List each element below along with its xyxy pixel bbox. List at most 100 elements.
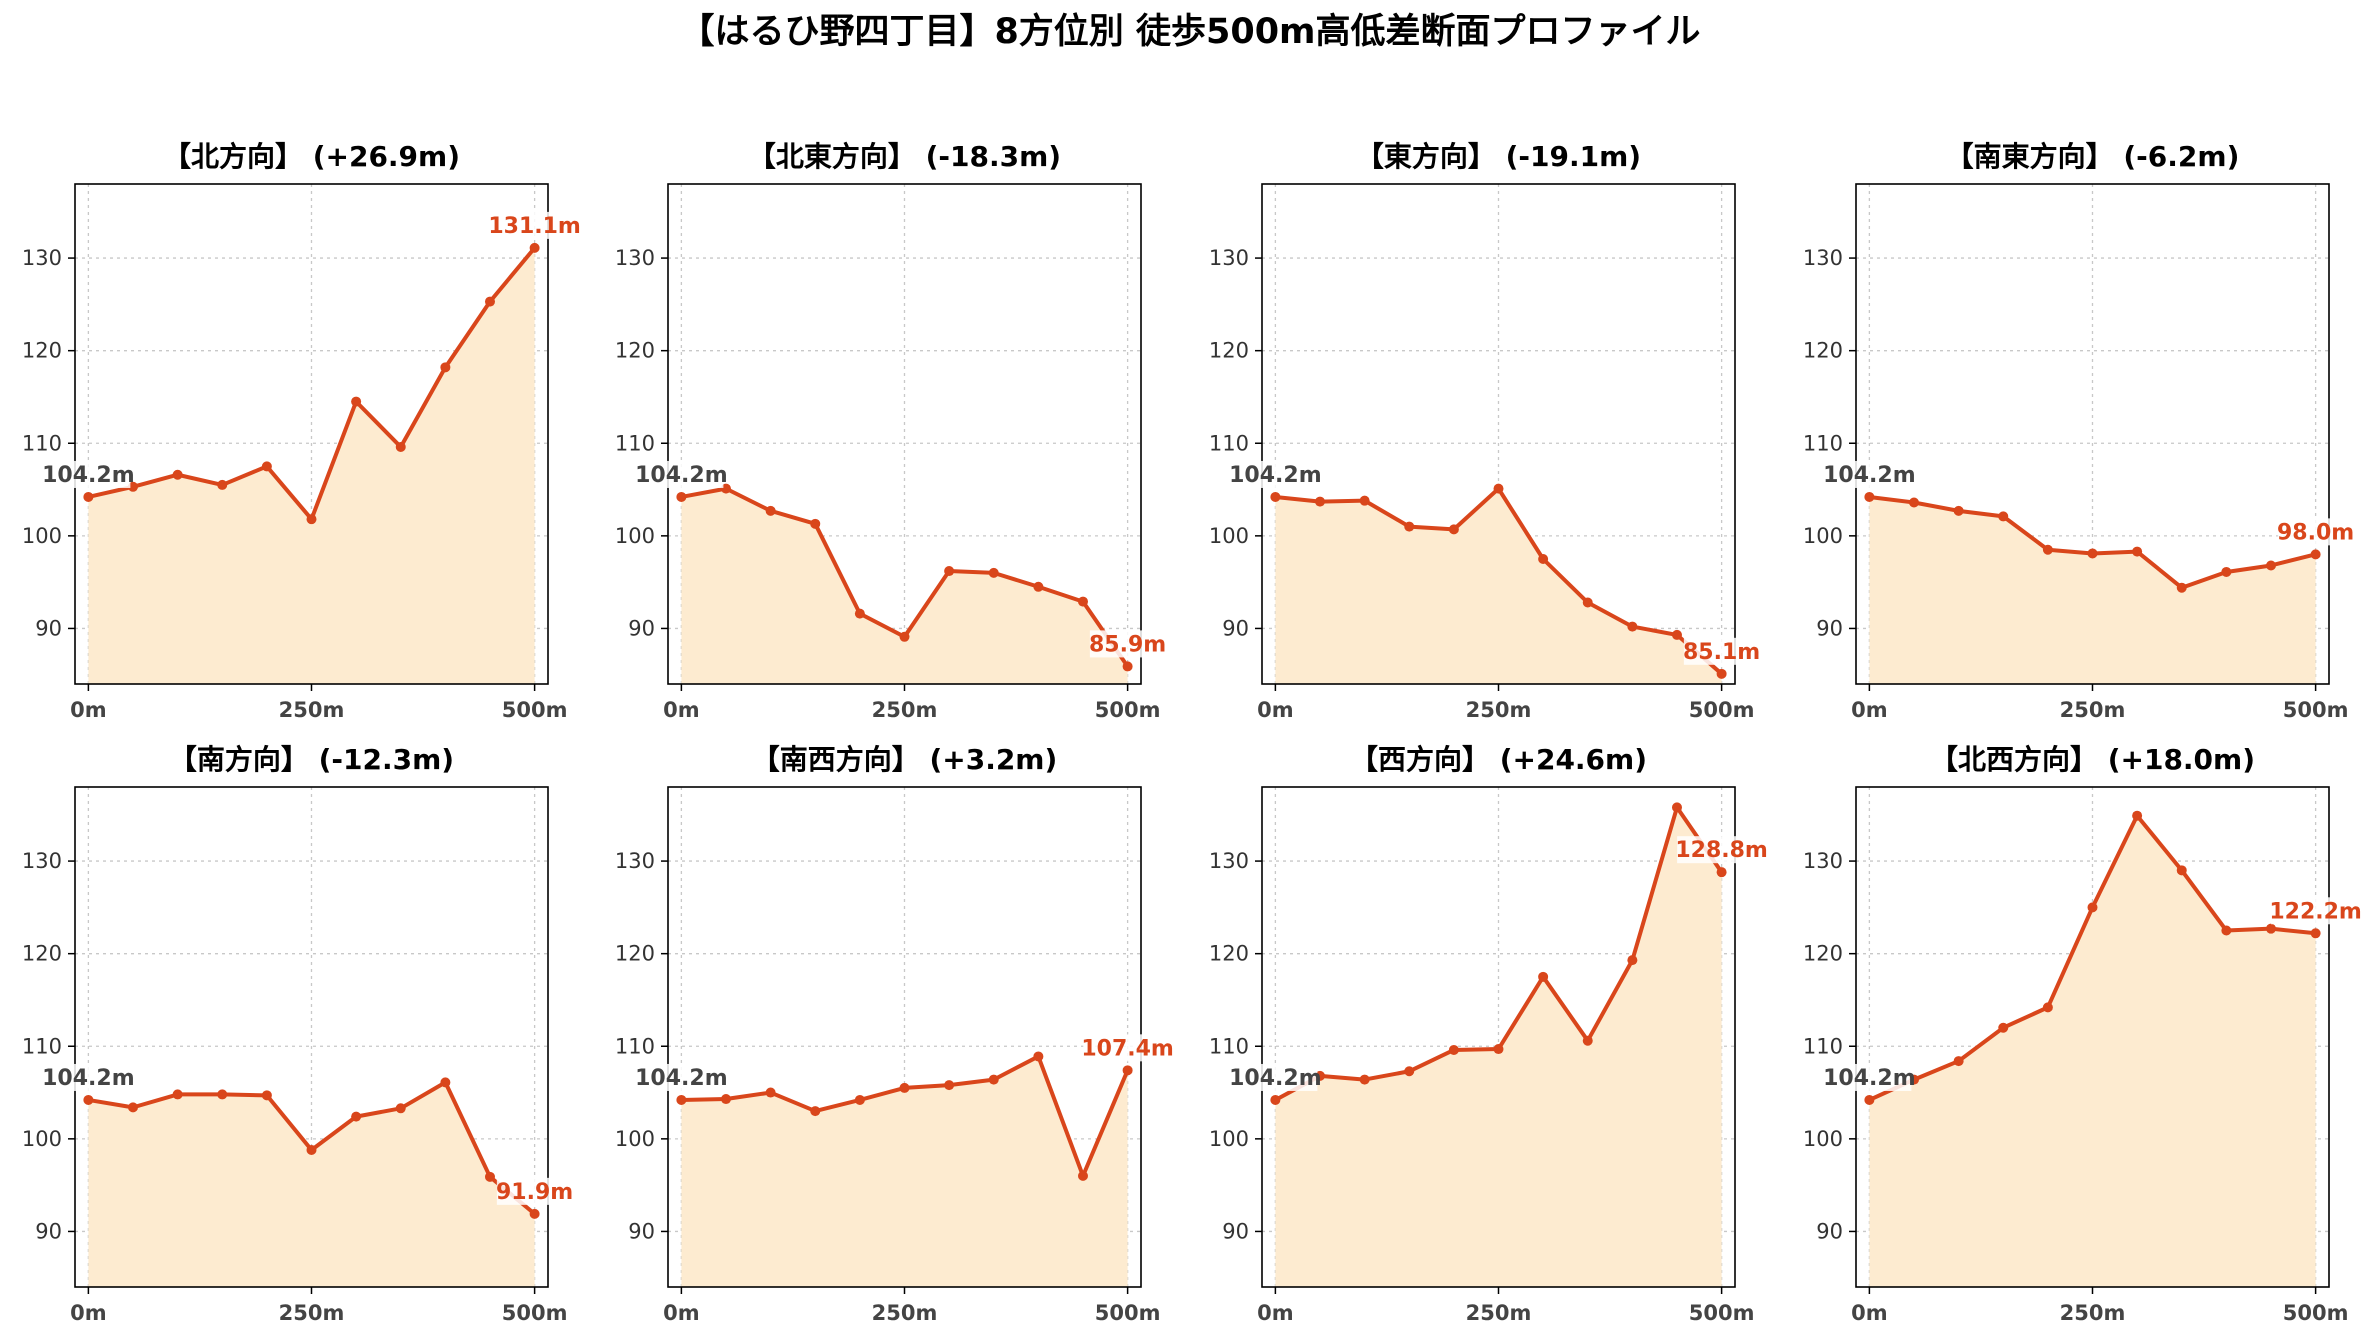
y-tick-label: 130 [1209,849,1249,873]
end-label-box [2271,897,2361,925]
elevation-point [676,491,687,502]
elevation-point [1909,497,1920,508]
panel-title: 【北東方向】 (-18.3m) [748,140,1061,173]
start-label-box [1827,1063,1912,1091]
end-elevation-label: 85.9m [1089,632,1166,657]
elevation-point [2221,925,2232,936]
y-tick-label: 130 [1803,246,1843,270]
start-label-box [1827,460,1912,488]
elevation-point [440,1077,451,1088]
end-elevation-label: 131.1m [488,214,581,239]
elevation-point [2176,865,2187,876]
end-label-box [496,1177,573,1205]
x-tick-label: 250m [1466,1301,1532,1325]
end-elevation-label: 91.9m [496,1180,573,1205]
elevation-point [1315,496,1326,507]
elevation-point [1627,621,1638,632]
panel-title: 【東方向】 (-19.1m) [1356,140,1641,173]
elevation-point [395,441,406,452]
elevation-point [1864,491,1875,502]
elevation-point [2265,560,2276,571]
x-tick-label: 0m [1257,1301,1294,1325]
x-tick-label: 250m [2060,698,2126,722]
start-label-box [46,1063,131,1091]
x-tick-label: 250m [872,1301,938,1325]
y-tick-label: 130 [1803,849,1843,873]
elevation-area [88,1082,535,1287]
y-tick-label: 120 [1209,942,1249,966]
elevation-point [1493,483,1504,494]
elevation-point [2132,810,2143,821]
y-tick-label: 100 [22,524,62,548]
elevation-point [1671,629,1682,640]
y-tick-label: 90 [1816,1219,1843,1243]
elevation-area [1869,815,2316,1287]
elevation-point [1270,491,1281,502]
y-tick-label: 120 [1803,339,1843,363]
end-elevation-label: 85.1m [1683,640,1760,665]
y-tick-label: 90 [35,616,62,640]
elevation-point [2087,548,2098,559]
end-label-box [490,211,580,239]
y-tick-label: 120 [22,942,62,966]
start-label-box [46,460,131,488]
elevation-point [1582,1035,1593,1046]
y-tick-label: 100 [1209,524,1249,548]
panel-title: 【北西方向】 (+18.0m) [1930,743,2255,776]
x-tick-label: 250m [872,698,938,722]
elevation-point [676,1094,687,1105]
profile-panel: 90 100 110 120 130 0m 250m 500m 【東方向】 (-19.1m) 10… [1209,140,1760,722]
end-elevation-label: 128.8m [1675,838,1768,863]
start-elevation-label: 104.2m [42,463,135,488]
profile-panel: 90 100 110 120 130 0m 250m 500m 【北東方向】 (-18.3m) 1… [615,140,1166,722]
elevation-point [1582,597,1593,608]
y-tick-label: 90 [1816,616,1843,640]
elevation-point [1033,1051,1044,1062]
profile-panel: 90 100 110 120 130 0m 250m 500m 【北方向】 (+26.9m) 10… [22,140,581,722]
profile-panel: 90 100 110 120 130 0m 250m 500m 【南方向】 (-12.3m) 10… [22,743,573,1325]
y-tick-label: 100 [1209,1127,1249,1151]
y-tick-label: 110 [1803,431,1843,455]
y-tick-label: 110 [22,1034,62,1058]
end-label-box [1683,637,1760,665]
elevation-point [128,1102,139,1113]
elevation-point [1953,1056,1964,1067]
x-tick-label: 250m [279,1301,345,1325]
y-tick-label: 120 [1209,339,1249,363]
elevation-area [88,247,535,684]
elevation-area [681,1056,1128,1287]
y-tick-label: 130 [22,246,62,270]
start-elevation-label: 104.2m [635,463,728,488]
elevation-point [1359,495,1370,506]
end-elevation-label: 98.0m [2277,520,2354,545]
y-tick-label: 90 [628,616,655,640]
elevation-point [1404,1066,1415,1077]
x-tick-label: 500m [1689,1301,1755,1325]
elevation-point [440,362,451,373]
y-tick-label: 110 [615,431,655,455]
elevation-point [172,1089,183,1100]
elevation-point [529,242,540,253]
elevation-point [395,1103,406,1114]
y-tick-label: 100 [615,524,655,548]
elevation-point [988,567,999,578]
y-tick-label: 130 [615,849,655,873]
panel-title: 【西方向】 (+24.6m) [1350,743,1647,776]
figure-title: 【はるひ野四丁目】8方位別 徒歩500m高低差断面プロファイル [679,12,1700,52]
y-tick-label: 90 [628,1219,655,1243]
x-tick-label: 500m [1095,698,1161,722]
elevation-point [1953,505,1964,516]
profile-panel: 90 100 110 120 130 0m 250m 500m 【西方向】 (+24.6m) 10… [1209,743,1768,1325]
start-label-box [639,1063,724,1091]
elevation-point [306,514,317,525]
elevation-point [306,1144,317,1155]
profile-panel: 90 100 110 120 130 0m 250m 500m 【南東方向】 (-6.2m) 10… [1803,140,2354,722]
start-elevation-label: 104.2m [1229,1066,1322,1091]
y-tick-label: 120 [1803,942,1843,966]
elevation-point [261,461,272,472]
elevation-point [1538,554,1549,564]
elevation-point [484,296,495,307]
elevation-point [944,1080,955,1091]
elevation-point [1033,581,1044,592]
start-elevation-label: 104.2m [1823,463,1916,488]
